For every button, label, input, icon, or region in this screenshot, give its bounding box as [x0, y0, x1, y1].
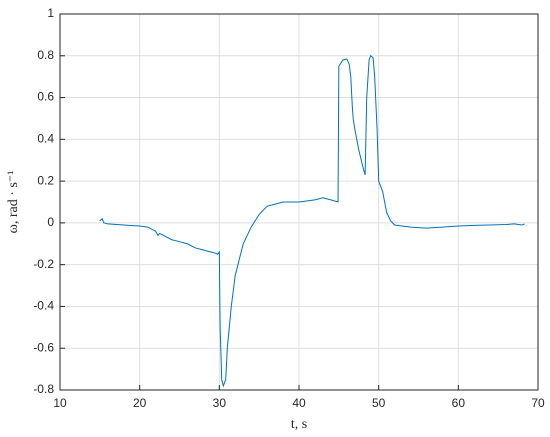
x-tick-label: 20	[133, 396, 147, 410]
plot-frame	[59, 13, 539, 391]
y-tick-label: 0.6	[37, 90, 54, 104]
x-axis-label: t, s	[291, 417, 307, 432]
y-tick-label: -0.6	[33, 340, 54, 354]
y-tick-label: 0.4	[37, 132, 54, 146]
x-tick-label: 30	[213, 396, 227, 410]
y-tick-label: -0.2	[33, 257, 54, 271]
y-tick-label: 1	[47, 6, 54, 20]
x-tick-label: 40	[292, 396, 306, 410]
x-tick-label: 50	[372, 396, 386, 410]
y-tick-label: 0	[47, 215, 54, 229]
y-tick-label: -0.8	[33, 382, 54, 396]
y-tick-label: -0.4	[33, 299, 54, 313]
x-tick-label: 10	[53, 396, 67, 410]
x-tick-label: 70	[531, 396, 545, 410]
x-tick-label: 60	[452, 396, 466, 410]
y-axis-label: ω, rad · s⁻¹	[6, 171, 21, 234]
y-tick-label: 0.2	[37, 173, 54, 187]
y-tick-label: 0.8	[37, 48, 54, 62]
data-line	[99, 54, 525, 388]
